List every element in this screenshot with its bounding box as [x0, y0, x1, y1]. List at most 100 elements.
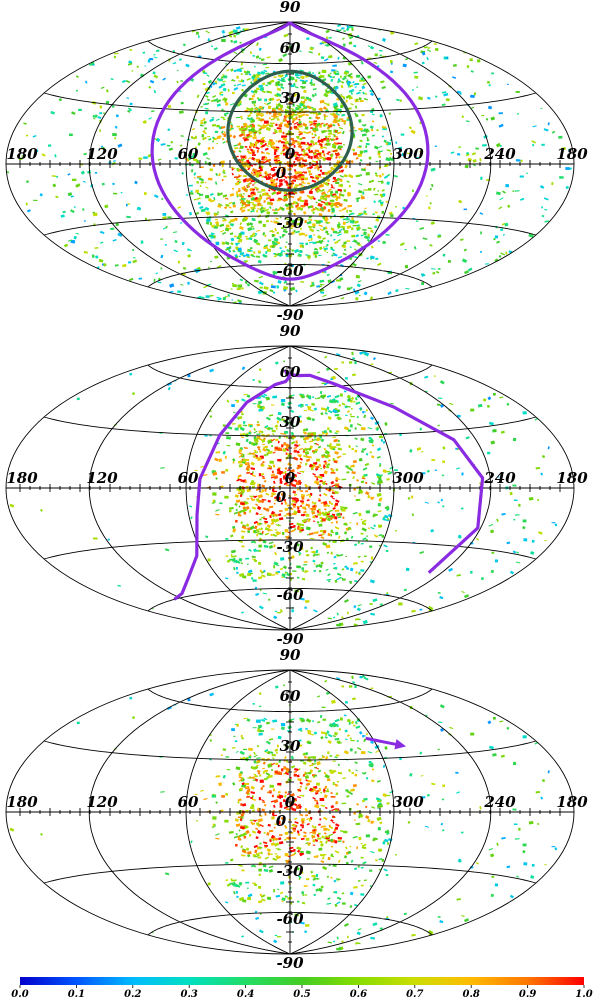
intensity-blob	[298, 131, 302, 134]
intensity-blob	[349, 286, 353, 290]
intensity-blob	[279, 891, 284, 895]
intensity-blob	[531, 140, 537, 144]
intensity-blob	[341, 130, 345, 135]
intensity-blob	[330, 280, 335, 284]
intensity-blob	[337, 56, 340, 60]
intensity-blob	[307, 205, 313, 209]
intensity-blob	[332, 448, 336, 451]
intensity-blob	[374, 225, 377, 229]
intensity-blob	[456, 152, 461, 156]
intensity-blob	[324, 181, 330, 187]
intensity-blob	[351, 373, 356, 377]
intensity-blob	[317, 158, 320, 161]
intensity-blob	[317, 445, 322, 449]
intensity-blob	[283, 196, 287, 199]
intensity-blob	[369, 45, 375, 50]
intensity-blob	[535, 466, 541, 470]
intensity-blob	[360, 532, 364, 535]
intensity-blob	[279, 881, 285, 885]
intensity-blob	[349, 246, 352, 249]
intensity-blob	[253, 773, 257, 776]
intensity-blob	[480, 176, 483, 180]
intensity-blob	[358, 512, 362, 517]
intensity-blob	[411, 933, 416, 937]
intensity-blob	[437, 591, 441, 594]
intensity-blob	[25, 134, 29, 137]
intensity-blob	[332, 616, 336, 619]
intensity-blob	[204, 127, 207, 130]
intensity-blob	[245, 253, 250, 257]
intensity-blob	[240, 155, 243, 159]
intensity-blob	[350, 160, 354, 164]
intensity-blob	[398, 602, 403, 606]
intensity-blob	[127, 261, 132, 264]
intensity-blob	[432, 271, 436, 275]
intensity-blob	[103, 112, 105, 115]
intensity-blob	[496, 842, 499, 846]
intensity-blob	[272, 533, 278, 538]
intensity-blob	[323, 430, 327, 433]
intensity-blob	[243, 393, 248, 396]
latitude-label: 90	[280, 322, 301, 340]
intensity-blob	[272, 270, 278, 275]
intensity-blob	[285, 92, 290, 94]
intensity-blob	[477, 403, 483, 408]
intensity-blob	[293, 456, 299, 461]
intensity-blob	[238, 416, 243, 420]
intensity-blob	[211, 116, 215, 119]
intensity-blob	[248, 431, 252, 435]
intensity-blob	[437, 915, 441, 918]
intensity-blob	[380, 439, 384, 442]
intensity-blob	[303, 130, 308, 134]
intensity-blob	[327, 415, 332, 420]
intensity-blob	[194, 146, 197, 150]
intensity-blob	[253, 103, 256, 107]
intensity-blob	[262, 841, 268, 845]
intensity-blob	[233, 34, 237, 38]
intensity-blob	[272, 122, 275, 125]
intensity-blob	[273, 148, 278, 153]
intensity-blob	[354, 86, 357, 88]
intensity-blob	[270, 178, 275, 183]
intensity-blob	[360, 427, 366, 431]
intensity-blob	[356, 739, 360, 743]
intensity-blob	[323, 144, 326, 146]
intensity-blob	[274, 853, 278, 855]
intensity-blob	[234, 399, 237, 402]
intensity-blob	[325, 455, 329, 459]
intensity-blob	[346, 25, 350, 29]
intensity-blob	[514, 190, 520, 192]
intensity-blob	[296, 488, 300, 491]
intensity-blob	[75, 89, 79, 92]
intensity-blob	[276, 751, 278, 754]
intensity-blob	[181, 241, 185, 246]
intensity-blob	[319, 818, 322, 821]
intensity-blob	[316, 695, 321, 698]
intensity-blob	[309, 81, 313, 85]
intensity-blob	[350, 720, 355, 725]
intensity-blob	[299, 69, 304, 72]
intensity-blob	[299, 50, 302, 52]
intensity-blob	[160, 254, 164, 259]
intensity-blob	[251, 94, 255, 98]
intensity-blob	[263, 155, 268, 160]
intensity-blob	[263, 544, 269, 548]
intensity-blob	[150, 110, 155, 113]
intensity-blob	[209, 168, 214, 172]
intensity-blob	[297, 454, 302, 457]
intensity-blob	[274, 123, 278, 127]
intensity-blob	[312, 472, 316, 476]
intensity-blob	[528, 821, 534, 825]
intensity-blob	[328, 430, 332, 432]
intensity-blob	[363, 291, 368, 296]
intensity-blob	[322, 146, 327, 149]
intensity-blob	[541, 143, 545, 146]
intensity-blob	[235, 890, 239, 894]
intensity-blob	[236, 116, 241, 119]
intensity-blob	[292, 200, 297, 204]
intensity-blob	[259, 450, 262, 453]
intensity-blob	[456, 467, 461, 470]
intensity-blob	[365, 834, 370, 838]
intensity-blob	[338, 404, 342, 407]
